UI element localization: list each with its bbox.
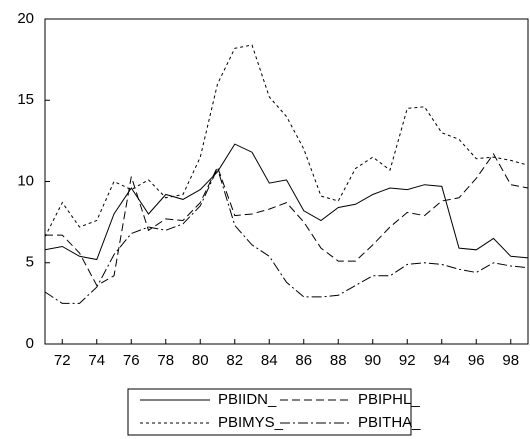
legend-label: PBIPHL_: [358, 391, 420, 408]
legend-box: [127, 388, 412, 436]
x-tick-label: 82: [226, 352, 243, 369]
x-tick-label: 72: [54, 352, 71, 369]
x-tick-label: 90: [364, 352, 381, 369]
x-tick-label: 86: [295, 352, 312, 369]
x-tick-label: 80: [192, 352, 209, 369]
plot-frame: [44, 18, 529, 345]
legend-label: PBIIDN_: [218, 391, 277, 408]
x-tick-label: 76: [123, 352, 140, 369]
x-tick-label: 74: [88, 352, 105, 369]
legend-label: PBIMYS_: [218, 414, 284, 431]
x-tick-label: 94: [433, 352, 450, 369]
series-line: [44, 44, 529, 238]
y-tick-label: 20: [17, 10, 34, 27]
y-tick-label: 0: [26, 335, 34, 352]
series-line: [44, 167, 529, 304]
x-tick-label: 78: [157, 352, 174, 369]
y-tick-label: 10: [17, 172, 34, 189]
y-tick-label: 5: [26, 254, 34, 271]
x-tick-label: 96: [468, 352, 485, 369]
x-tick-label: 92: [399, 352, 416, 369]
x-tick-label: 84: [261, 352, 278, 369]
x-tick-label: 88: [330, 352, 347, 369]
y-tick-label: 15: [17, 91, 34, 108]
legend-label: PBITHA_: [358, 414, 421, 431]
series-line: [45, 152, 529, 287]
series-line: [44, 143, 529, 261]
x-tick-label: 98: [502, 352, 519, 369]
